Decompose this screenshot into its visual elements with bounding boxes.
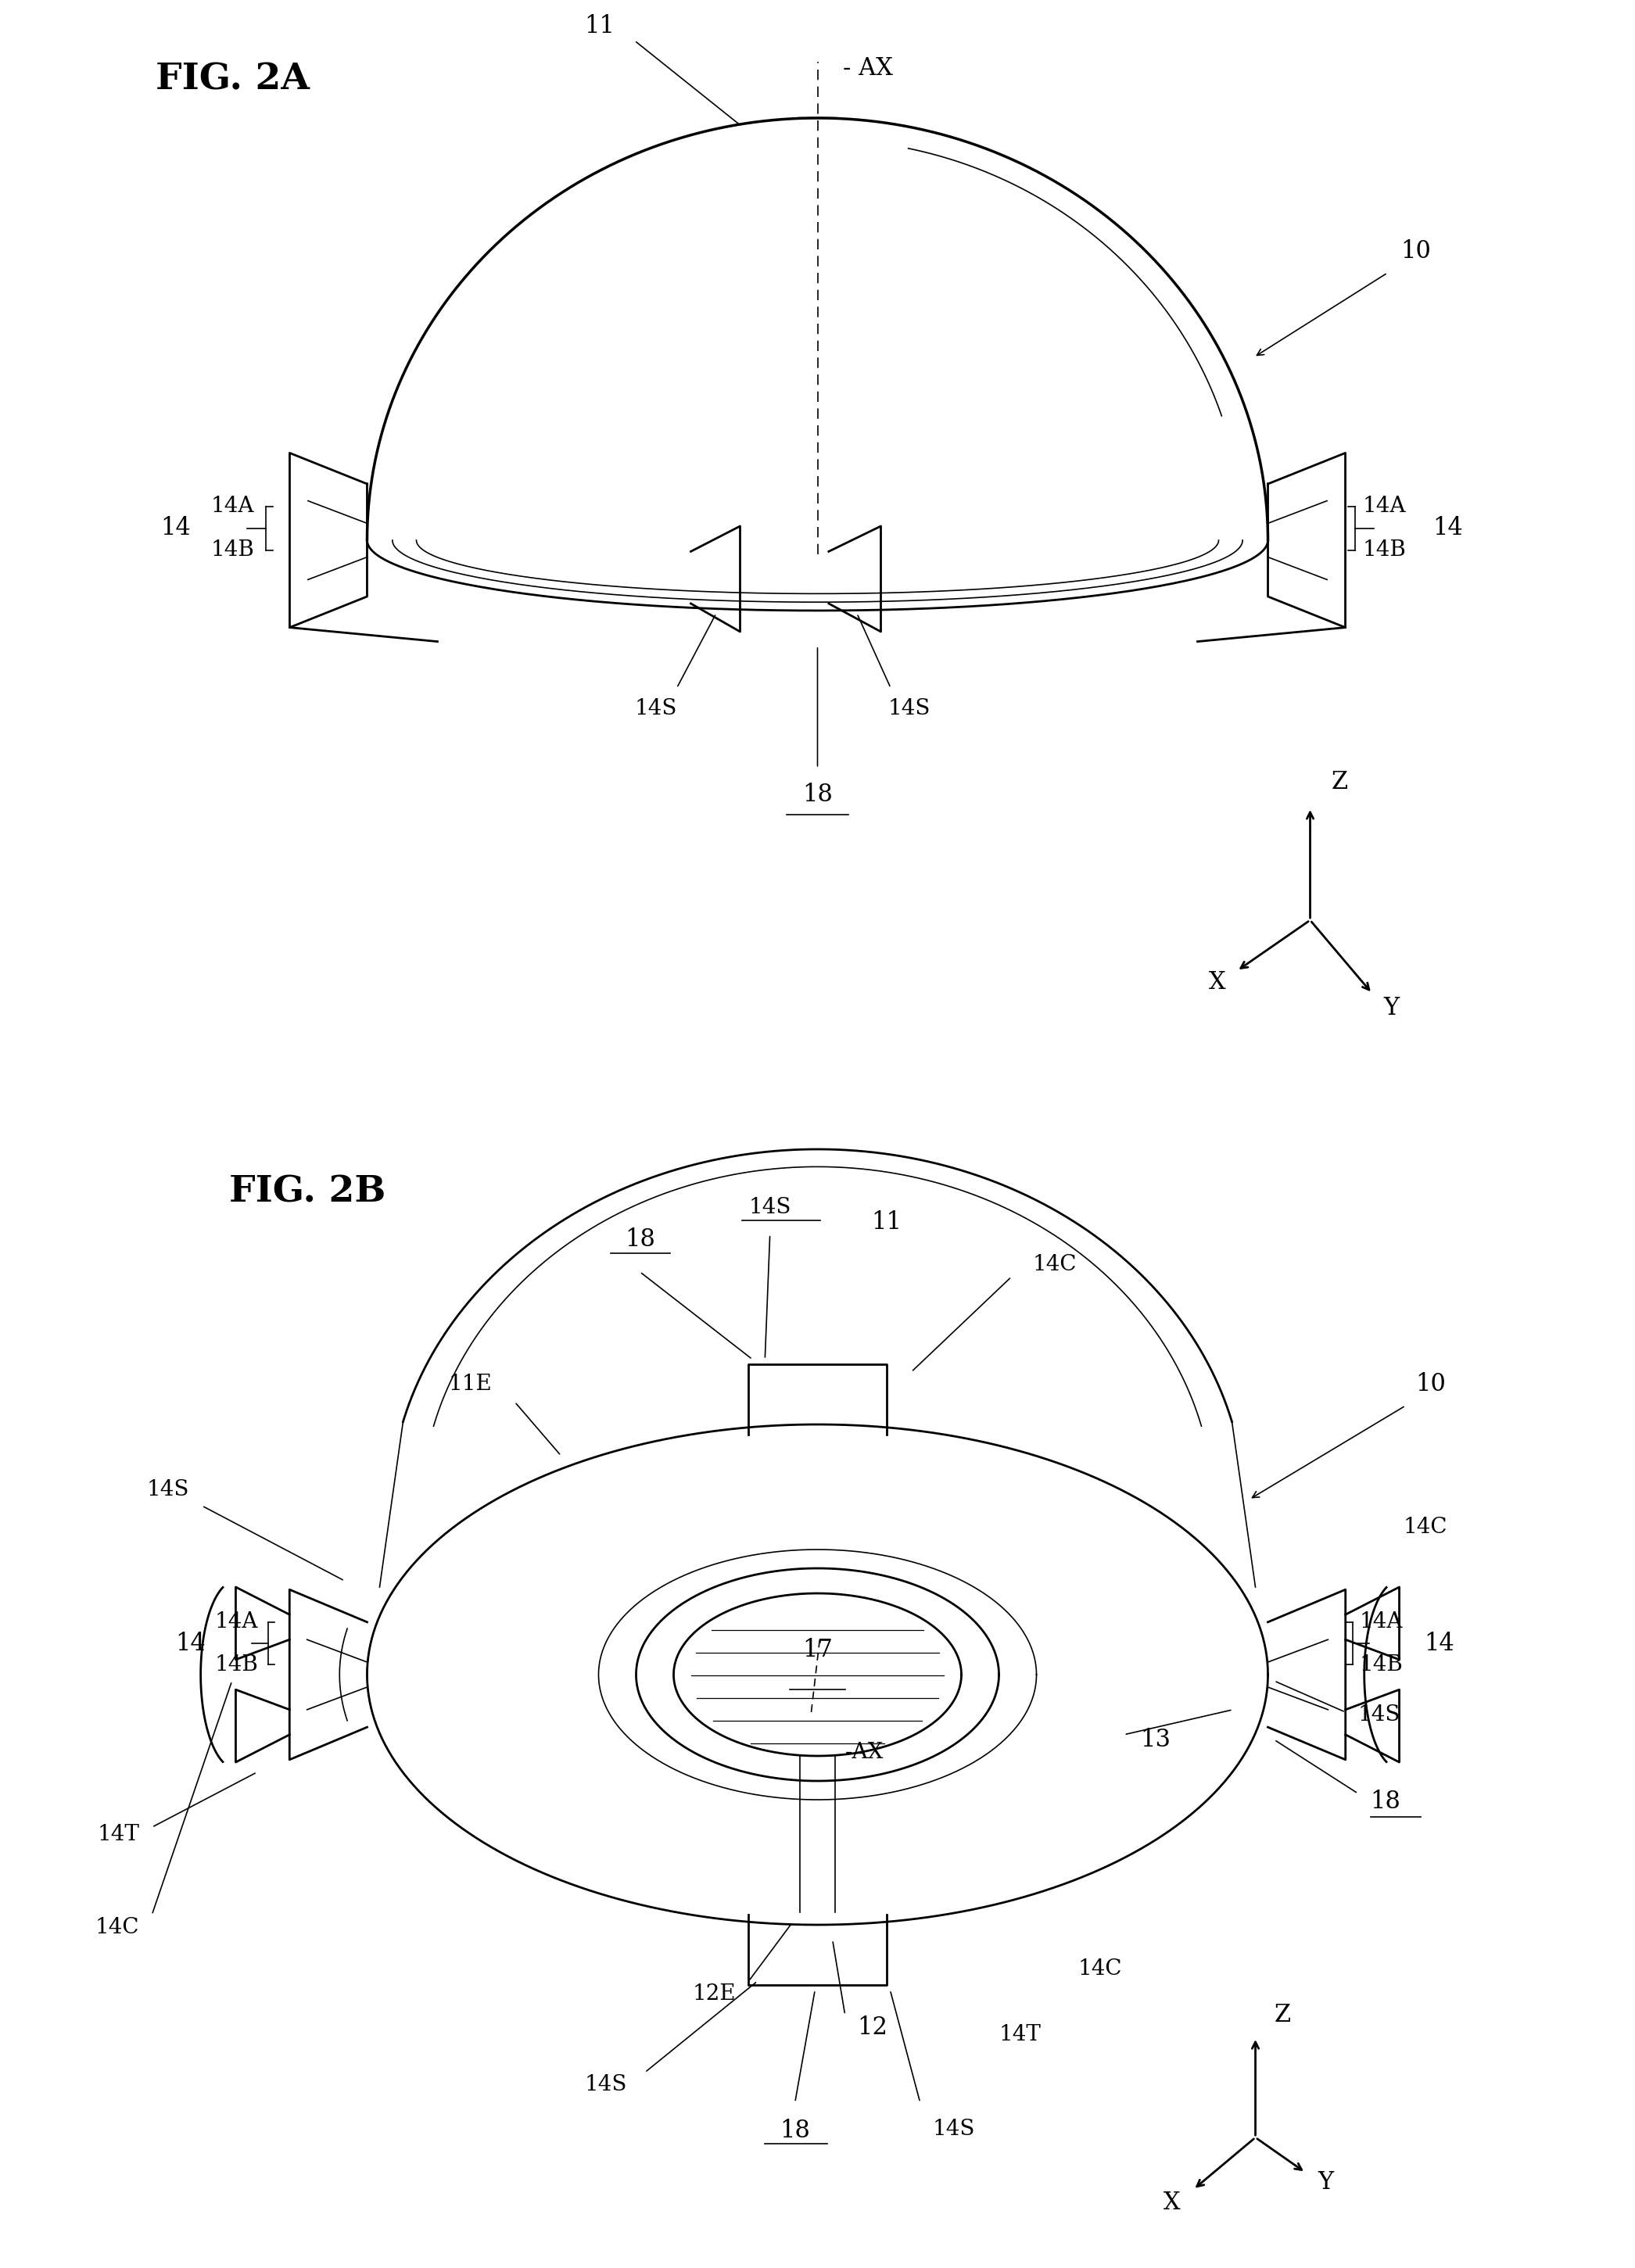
Text: 14T: 14T	[999, 2025, 1041, 2046]
Text: Z: Z	[1274, 2003, 1290, 2028]
Text: 11: 11	[871, 1211, 901, 1234]
Text: 18: 18	[625, 1227, 656, 1252]
Text: FIG. 2B: FIG. 2B	[229, 1175, 386, 1211]
Text: 14S: 14S	[147, 1479, 190, 1499]
Text: 14C: 14C	[1077, 1957, 1122, 1980]
Text: 14A: 14A	[1362, 497, 1406, 517]
Text: 13: 13	[1140, 1728, 1171, 1751]
Text: 14T: 14T	[96, 1823, 139, 1846]
Text: Y: Y	[1383, 996, 1400, 1021]
Text: X: X	[1208, 971, 1226, 993]
Text: 14: 14	[175, 1631, 206, 1656]
Text: FIG. 2A: FIG. 2A	[155, 61, 311, 98]
Text: 17: 17	[803, 1637, 832, 1662]
Text: 14C: 14C	[1033, 1254, 1077, 1275]
Text: 14: 14	[1424, 1631, 1455, 1656]
Text: 14B: 14B	[214, 1653, 258, 1676]
Text: 18: 18	[803, 782, 832, 807]
Text: Y: Y	[1318, 2170, 1333, 2195]
Text: 14B: 14B	[1359, 1653, 1403, 1676]
Text: 14: 14	[160, 517, 191, 540]
Text: 12E: 12E	[693, 1982, 736, 2005]
Text: 10: 10	[1416, 1372, 1445, 1397]
Text: - AX: - AX	[842, 57, 893, 82]
Text: 14A: 14A	[1359, 1613, 1403, 1633]
Text: 14S: 14S	[888, 699, 930, 719]
Text: 18: 18	[780, 2118, 811, 2143]
Text: 14A: 14A	[211, 497, 255, 517]
Text: 11: 11	[584, 14, 615, 39]
Text: 11E: 11E	[448, 1374, 492, 1395]
Text: 14A: 14A	[214, 1613, 258, 1633]
Text: X: X	[1164, 2191, 1180, 2214]
Text: 12: 12	[857, 2016, 888, 2039]
Text: 14C: 14C	[1403, 1517, 1447, 1538]
Text: 18: 18	[1370, 1789, 1401, 1814]
Text: 14S: 14S	[749, 1198, 791, 1218]
Text: Z: Z	[1331, 771, 1347, 794]
Text: 14S: 14S	[585, 2075, 628, 2096]
Text: 14C: 14C	[95, 1916, 139, 1937]
Text: 14S: 14S	[1359, 1703, 1401, 1726]
Text: 14B: 14B	[1362, 540, 1406, 560]
Text: -AX: -AX	[845, 1742, 883, 1762]
Text: 14B: 14B	[211, 540, 255, 560]
Text: 14S: 14S	[634, 699, 677, 719]
Text: 10: 10	[1401, 240, 1431, 263]
Text: 14S: 14S	[932, 2118, 974, 2139]
Text: 14: 14	[1432, 517, 1463, 540]
